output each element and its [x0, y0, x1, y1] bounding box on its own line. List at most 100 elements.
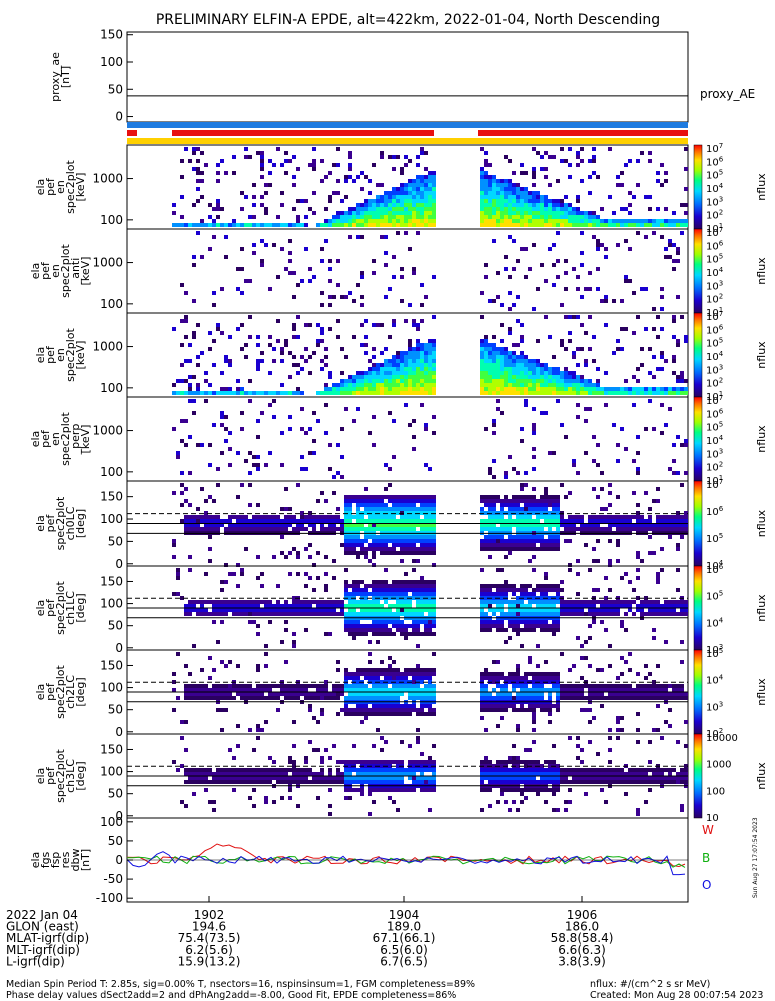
- pitch-cell: [376, 527, 380, 531]
- pitch-cell: [544, 499, 548, 503]
- pitch-cell: [372, 624, 376, 628]
- pitch-cell: [548, 519, 552, 523]
- pitch-cell: [652, 604, 656, 608]
- spectrogram-cell: [564, 375, 568, 379]
- pitch-cell: [660, 515, 664, 519]
- pitch-cell: [172, 708, 176, 712]
- pitch-cell: [288, 696, 292, 700]
- pitch-cell: [496, 604, 500, 608]
- pitch-cell: [412, 676, 416, 680]
- pitch-cell: [664, 696, 668, 700]
- pitch-cell: [528, 708, 532, 712]
- pitch-cell: [204, 612, 208, 616]
- pitch-cell: [416, 624, 420, 628]
- spectrogram-cell: [532, 379, 536, 383]
- pitch-cell: [484, 672, 488, 676]
- pitch-cell: [248, 519, 252, 523]
- pitch-cell: [300, 527, 304, 531]
- pitch-cell: [224, 580, 228, 584]
- pitch-cell: [256, 724, 260, 728]
- pitch-cell: [520, 543, 524, 547]
- spectrogram-cell: [512, 367, 516, 371]
- pitch-cell: [264, 772, 268, 776]
- spectrogram-cell: [576, 223, 580, 227]
- spectrogram-cell: [568, 215, 572, 219]
- pitch-cell: [668, 696, 672, 700]
- pitch-cell: [480, 708, 484, 712]
- pitch-cell: [488, 543, 492, 547]
- spectrogram-cell: [492, 383, 496, 387]
- pitch-cell: [356, 672, 360, 676]
- spectrogram-cell: [588, 287, 592, 291]
- spectrogram-cell: [408, 339, 412, 343]
- pitch-cell: [392, 547, 396, 551]
- spectrogram-cell: [408, 423, 412, 427]
- pitch-cell: [516, 664, 520, 668]
- spectrogram-cell: [484, 367, 488, 371]
- spectrogram-cell: [288, 159, 292, 163]
- pitch-cell: [376, 515, 380, 519]
- spectrogram-cell: [636, 471, 640, 475]
- spectrogram-cell: [516, 223, 520, 227]
- spectrogram-cell: [676, 391, 680, 395]
- pitch-cell: [380, 628, 384, 632]
- pitch-cell: [396, 543, 400, 547]
- spectrogram-cell: [572, 379, 576, 383]
- pitch-cell: [416, 620, 420, 624]
- spectrogram-cell: [364, 391, 368, 395]
- pitch-cell: [508, 584, 512, 588]
- spectrogram-cell: [344, 379, 348, 383]
- spectrogram-cell: [528, 363, 532, 367]
- pitch-cell: [480, 620, 484, 624]
- pitch-cell: [344, 584, 348, 588]
- pitch-cell: [320, 692, 324, 696]
- pitch-cell: [416, 535, 420, 539]
- pitch-cell: [228, 684, 232, 688]
- pitch-cell: [504, 495, 508, 499]
- spectrogram-cell: [276, 275, 280, 279]
- pitch-cell: [668, 519, 672, 523]
- spectrogram-cell: [512, 199, 516, 203]
- spectrogram-cell: [544, 195, 548, 199]
- pitch-cell: [664, 720, 668, 724]
- pitch-cell: [624, 688, 628, 692]
- pitch-cell: [368, 672, 372, 676]
- pitch-cell: [524, 628, 528, 632]
- pitch-cell: [232, 684, 236, 688]
- spectrogram-cell: [572, 355, 576, 359]
- pitch-cell: [568, 568, 572, 572]
- pitch-cell: [532, 624, 536, 628]
- pitch-cell: [636, 527, 640, 531]
- spectrogram-cell: [388, 203, 392, 207]
- pitch-cell: [568, 688, 572, 692]
- spectrogram-cell: [508, 367, 512, 371]
- pitch-cell: [480, 672, 484, 676]
- pitch-cell: [652, 608, 656, 612]
- spectrogram-cell: [648, 371, 652, 375]
- pitch-cell: [368, 543, 372, 547]
- pitch-cell: [388, 704, 392, 708]
- pitch-cell: [372, 612, 376, 616]
- pitch-cell: [548, 535, 552, 539]
- pitch-cell: [400, 624, 404, 628]
- pitch-cell: [528, 692, 532, 696]
- pitch-cell: [376, 704, 380, 708]
- spectrogram-cell: [656, 179, 660, 183]
- spectrogram-cell: [356, 379, 360, 383]
- pitch-cell: [256, 624, 260, 628]
- pitch-cell: [656, 692, 660, 696]
- spectrogram-cell: [356, 235, 360, 239]
- pitch-cell: [212, 776, 216, 780]
- pitch-cell: [432, 592, 436, 596]
- spectrogram-cell: [308, 323, 312, 327]
- spectrogram-cell: [368, 367, 372, 371]
- pitch-cell: [224, 692, 228, 696]
- spectrogram-cell: [680, 371, 684, 375]
- spectrogram-cell: [228, 335, 232, 339]
- pitch-cell: [308, 704, 312, 708]
- spectrogram-cell: [516, 183, 520, 187]
- pitch-cell: [296, 551, 300, 555]
- spectrogram-cell: [484, 355, 488, 359]
- spectrogram-cell: [188, 223, 192, 227]
- pitch-cell: [520, 539, 524, 543]
